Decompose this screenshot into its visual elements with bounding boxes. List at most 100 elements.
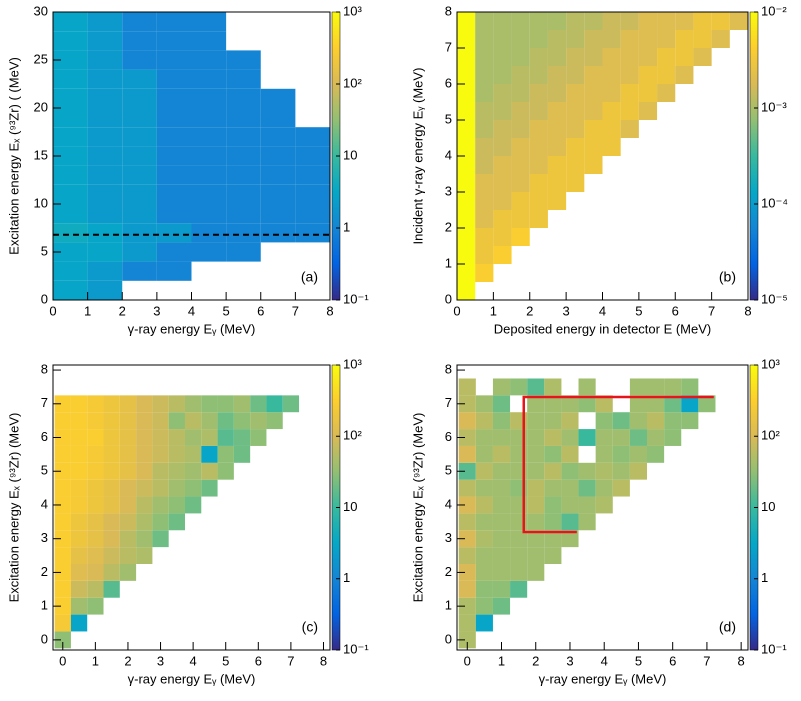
cell <box>70 395 88 413</box>
cell <box>493 12 512 30</box>
cell <box>457 66 476 84</box>
cell <box>561 479 579 497</box>
cell <box>584 48 603 66</box>
cell <box>156 204 192 224</box>
cell <box>53 108 88 128</box>
cell <box>475 156 494 174</box>
cell <box>566 156 585 174</box>
cell <box>595 479 613 497</box>
cell <box>87 146 123 166</box>
cell <box>152 395 169 413</box>
cell <box>584 120 603 138</box>
x-tick-label: 0 <box>59 653 66 668</box>
cell <box>191 165 227 185</box>
cell <box>693 48 712 66</box>
colorbar-tick-label: 10 <box>343 499 357 514</box>
cell <box>266 412 283 430</box>
cell <box>657 12 676 30</box>
cell <box>458 462 476 480</box>
cell <box>458 580 476 598</box>
x-tick-label: 5 <box>635 653 642 668</box>
cell <box>475 530 493 548</box>
cell <box>54 631 71 649</box>
cell <box>511 228 530 246</box>
cell <box>70 445 88 463</box>
cell <box>260 184 296 204</box>
cell <box>122 165 157 185</box>
cell <box>168 445 185 463</box>
cell <box>457 174 476 192</box>
cell <box>638 48 658 66</box>
cell <box>527 547 545 564</box>
cell <box>566 48 585 66</box>
cell <box>638 84 658 102</box>
x-tick-label: 2 <box>124 653 131 668</box>
cell <box>529 174 548 192</box>
cell <box>584 102 603 120</box>
cell <box>620 66 639 84</box>
cell <box>119 445 137 463</box>
x-tick-label: 3 <box>157 653 164 668</box>
cell <box>510 530 528 548</box>
cell <box>647 378 665 396</box>
cell <box>544 395 562 413</box>
cell <box>578 378 596 396</box>
cell <box>475 429 493 446</box>
x-axis-label: γ-ray energy Eᵧ (MeV) <box>128 321 256 336</box>
cell <box>511 156 530 174</box>
cell <box>457 228 476 246</box>
cell <box>458 412 476 430</box>
cell <box>53 12 88 32</box>
cell <box>458 429 476 446</box>
cell <box>547 66 567 84</box>
cell <box>295 204 330 224</box>
cell <box>602 12 621 30</box>
cell <box>612 429 630 446</box>
cell <box>191 204 227 224</box>
y-tick-label: 2 <box>445 564 452 579</box>
colorbar-tick-label: 10 <box>761 499 775 514</box>
x-axis-label: γ-ray energy Eᵧ (MeV) <box>539 671 667 686</box>
cell <box>250 395 267 413</box>
cell <box>156 223 192 243</box>
cell <box>544 547 562 564</box>
cell <box>87 50 123 70</box>
cell <box>136 496 153 514</box>
x-tick-label: 8 <box>738 653 745 668</box>
cell <box>561 412 579 430</box>
cell <box>201 429 218 446</box>
x-tick-label: 1 <box>92 653 99 668</box>
cell <box>191 223 227 243</box>
colorbar-tick-label: 10⁻² <box>761 3 787 18</box>
cell <box>260 204 296 224</box>
cell <box>217 395 234 413</box>
cell <box>103 547 120 564</box>
cell <box>103 395 120 413</box>
cell <box>136 547 153 564</box>
cell <box>475 102 494 120</box>
cell <box>492 445 511 463</box>
cell <box>119 479 137 497</box>
cell <box>711 12 730 30</box>
cell <box>87 204 123 224</box>
cell <box>595 395 613 413</box>
cell <box>578 462 596 480</box>
cell <box>184 412 202 430</box>
cell <box>119 462 137 480</box>
cell <box>547 84 567 102</box>
cell <box>602 66 621 84</box>
y-tick-label: 4 <box>445 496 452 511</box>
y-tick-label: 15 <box>34 147 48 162</box>
x-tick-label: 8 <box>326 303 333 318</box>
cell <box>527 530 545 548</box>
cell <box>70 563 88 581</box>
cell <box>578 429 596 446</box>
cell <box>156 69 192 89</box>
x-tick-label: 6 <box>255 653 262 668</box>
cell <box>492 479 511 497</box>
cell <box>70 479 88 497</box>
cell <box>510 563 528 581</box>
cell <box>584 66 603 84</box>
cell <box>87 445 104 463</box>
cell <box>638 66 658 84</box>
